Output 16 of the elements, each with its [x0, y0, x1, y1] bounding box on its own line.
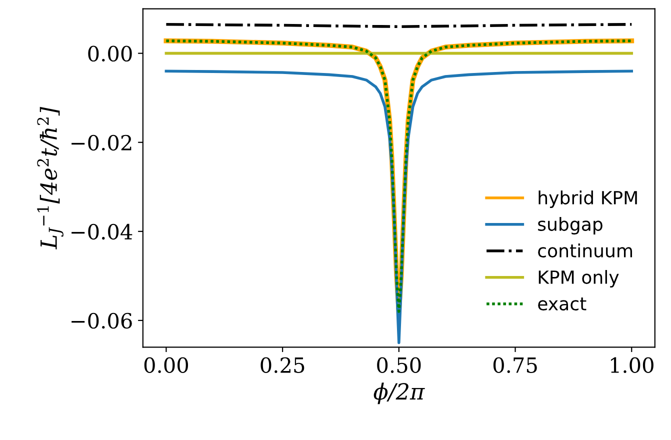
- legend-label: continuum: [538, 244, 632, 258]
- y-tick-label: −0.06: [72, 312, 132, 329]
- x-tick-label: 0.50: [377, 357, 421, 374]
- y-tick-label: 0.00: [88, 46, 132, 62]
- x-axis-title: ϕ/2π: [374, 382, 425, 404]
- x-tick-label: 1.00: [610, 357, 654, 374]
- y-axis-title: L$_{J}$$^{−1}$[4e$^{2}$t/ħ$^{2}$]: [37, 106, 64, 250]
- y-tick-label: −0.04: [72, 224, 132, 240]
- x-tick-label: 0.00: [144, 357, 188, 374]
- x-tick-label: 0.25: [260, 357, 304, 374]
- x-tick-label: 0.75: [493, 357, 537, 374]
- legend-label: exact: [538, 298, 586, 310]
- legend-label: hybrid KPM: [538, 190, 637, 208]
- y-tick-label: −0.02: [72, 134, 132, 151]
- legend-label: KPM only: [538, 270, 619, 288]
- legend-label: subgap: [538, 217, 602, 234]
